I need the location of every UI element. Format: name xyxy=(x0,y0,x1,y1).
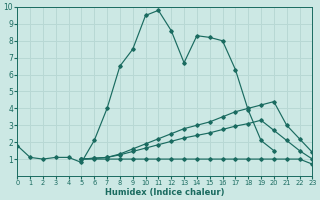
X-axis label: Humidex (Indice chaleur): Humidex (Indice chaleur) xyxy=(105,188,225,197)
